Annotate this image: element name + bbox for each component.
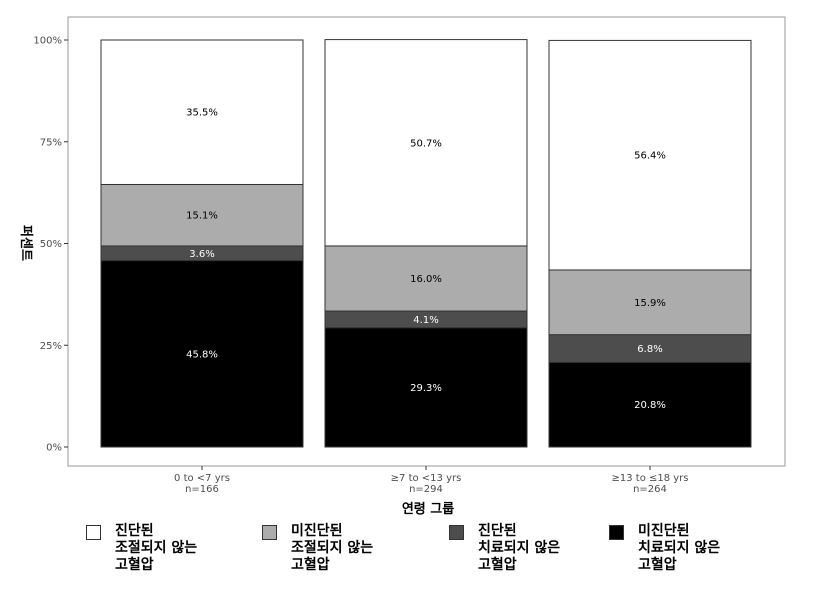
legend: 진단된 조절되지 않는 고혈압 미진단된 조절되지 않는 고혈압 진단된 치료되… [0, 523, 816, 591]
x-tick-label: 0 to <7 yrs [174, 473, 230, 484]
legend-label: 진단된 조절되지 않는 고혈압 [115, 523, 198, 573]
data-label: 35.5% [186, 108, 218, 119]
legend-item-diagnosed-uncontrolled: 진단된 조절되지 않는 고혈압 [86, 523, 197, 574]
legend-item-undiagnosed-uncontrolled: 미진단된 조절되지 않는 고혈압 [262, 523, 373, 574]
x-axis-title: 연령 그룹 [402, 501, 454, 517]
y-axis-title: 퍼센트 [18, 225, 34, 261]
legend-swatch [86, 525, 101, 540]
y-tick-label: 0% [46, 443, 62, 454]
bar-segment [100, 183, 304, 247]
y-tick-label: 25% [40, 341, 62, 352]
bars: 45.8% 3.6% 15.1% 35.5% 29.3% 4.1% 16.0% 50.7% 20… [100, 39, 752, 448]
data-label: 56.4% [634, 151, 666, 162]
bar-segment [100, 39, 304, 185]
data-label: 6.8% [637, 344, 662, 355]
bar-segment [548, 269, 752, 336]
bar-segment [548, 39, 752, 271]
data-label: 16.0% [410, 274, 442, 285]
data-label: 50.7% [410, 138, 442, 149]
data-label: 29.3% [410, 383, 442, 394]
legend-swatch [609, 525, 624, 540]
y-tick-label: 75% [40, 137, 62, 148]
y-tick-label: 50% [40, 239, 62, 250]
bar-segment [100, 260, 304, 448]
legend-item-diagnosed-untreated: 진단된 치료되지 않은 고혈압 [449, 523, 560, 574]
bar-segment [324, 327, 528, 448]
x-tick-sublabel: n=264 [633, 484, 667, 495]
data-label: 3.6% [189, 249, 214, 260]
legend-swatch [262, 525, 277, 540]
data-label: 45.8% [186, 349, 218, 360]
x-tick-label: ≥7 to <13 yrs [391, 473, 462, 484]
data-label: 20.8% [634, 400, 666, 411]
bar-segment [324, 39, 528, 247]
legend-label: 미진단된 조절되지 않는 고혈압 [291, 523, 374, 573]
legend-label: 진단된 치료되지 않은 고혈압 [478, 523, 561, 573]
bar-segment [548, 361, 752, 448]
x-tick-sublabel: n=166 [185, 484, 219, 495]
legend-item-undiagnosed-untreated: 미진단된 치료되지 않은 고혈압 [609, 523, 720, 574]
data-label: 15.1% [186, 211, 218, 222]
y-tick-label: 100% [33, 36, 62, 47]
x-tick-sublabel: n=294 [409, 484, 443, 495]
legend-label: 미진단된 치료되지 않은 고혈압 [638, 523, 721, 573]
data-label: 15.9% [634, 298, 666, 309]
y-axis: 0% 25% 50% 75% 100% [33, 36, 68, 454]
legend-swatch [449, 525, 464, 540]
data-label: 4.1% [413, 315, 438, 326]
x-tick-label: ≥13 to ≤18 yrs [611, 473, 688, 484]
stacked-bar-chart: 0% 25% 50% 75% 100% 45.8% 3.6% 15.1% 35.5% 29.3%… [18, 16, 786, 517]
